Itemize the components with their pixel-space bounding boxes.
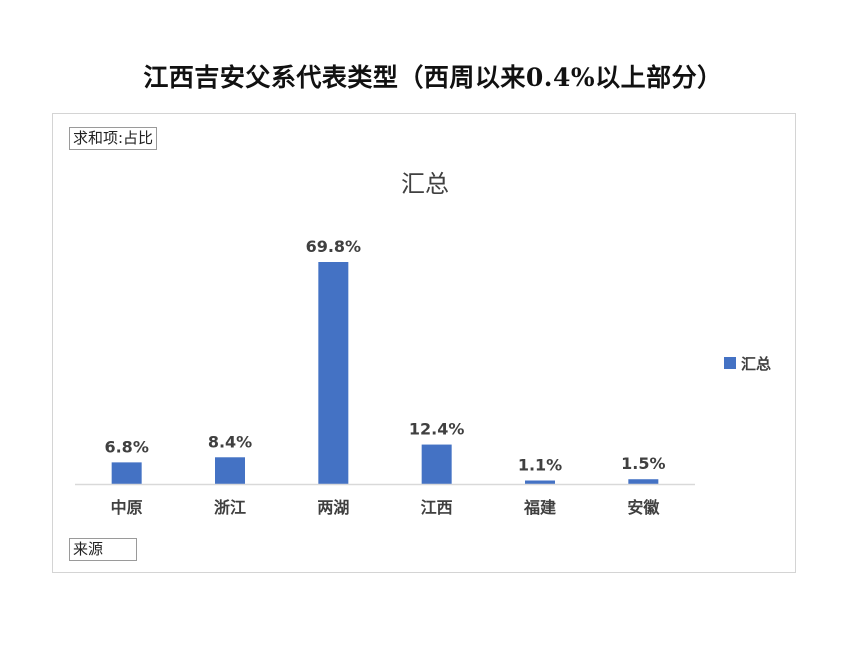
x-tick-label-0: 中原	[111, 498, 143, 517]
page-title: 江西吉安父系代表类型（西周以来0.4%以上部分）	[143, 63, 723, 92]
data-label-4: 1.1%	[518, 456, 562, 475]
legend-label: 汇总	[741, 355, 771, 373]
bar-5[interactable]	[628, 479, 659, 484]
data-label-2: 69.8%	[306, 237, 362, 256]
legend[interactable]: 汇总	[724, 355, 771, 373]
data-label-0: 6.8%	[104, 437, 148, 456]
data-labels-group: 6.8% 8.4% 69.8% 12.4% 1.1% 1.5%	[104, 237, 665, 475]
x-tick-label-2: 两湖	[317, 498, 349, 517]
x-tick-label-5: 安徽	[627, 498, 660, 517]
bar-1[interactable]	[215, 457, 245, 484]
bar-3[interactable]	[421, 444, 452, 484]
x-tick-label-1: 浙江	[214, 498, 246, 517]
value-field-button[interactable]: 求和项:占比	[69, 127, 158, 150]
x-tick-label-4: 福建	[523, 498, 556, 517]
data-label-3: 12.4%	[409, 420, 465, 439]
data-label-1: 8.4%	[208, 432, 252, 451]
x-tick-label-3: 江西	[421, 498, 453, 517]
data-label-5: 1.5%	[621, 454, 665, 473]
x-tick-labels-group: 中原 浙江 两湖 江西 福建 安徽	[111, 498, 661, 517]
legend-swatch	[724, 357, 736, 369]
bars-group	[111, 262, 659, 484]
source-field-button[interactable]: 来源	[69, 538, 137, 561]
chart-title: 汇总	[401, 170, 449, 198]
bar-2[interactable]	[318, 262, 349, 484]
chart-area[interactable]	[52, 113, 796, 573]
bar-4[interactable]	[525, 480, 555, 484]
bar-0[interactable]	[111, 462, 142, 484]
